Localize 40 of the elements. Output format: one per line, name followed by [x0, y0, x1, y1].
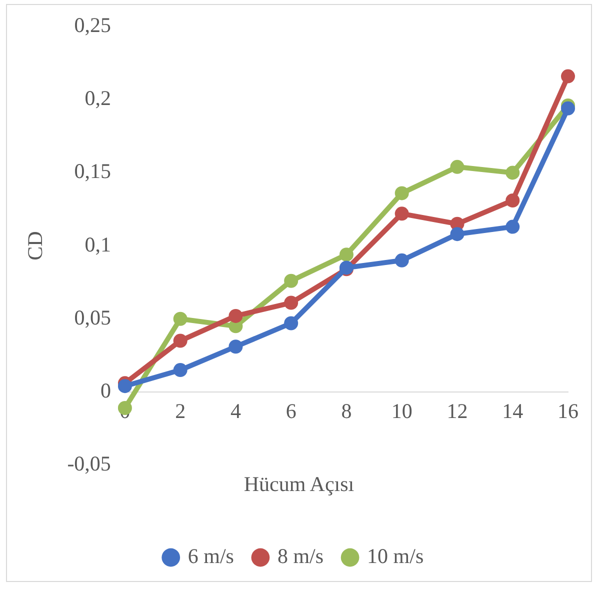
point [506, 194, 520, 208]
y-tick-label: -0,05 [67, 452, 111, 476]
y-tick-label: 0,25 [74, 13, 111, 38]
x-tick-label: 16 [558, 399, 578, 424]
point [450, 227, 464, 242]
point [284, 296, 298, 310]
point [173, 363, 188, 378]
y-tick-label: 0,2 [84, 86, 111, 110]
point [228, 340, 243, 354]
point [394, 206, 409, 221]
point [394, 186, 409, 200]
x-tick-label: 2 [175, 399, 186, 424]
legend-label: 8 m/s [277, 544, 324, 568]
legend-label: 6 m/s [188, 544, 234, 568]
point [450, 160, 464, 174]
legend-label: 10 m/s [367, 544, 424, 568]
point [506, 166, 520, 180]
y-axis-title: CD [23, 231, 48, 260]
point [173, 312, 188, 326]
point [394, 253, 409, 268]
y-tick-label: 0 [100, 378, 111, 402]
point [284, 274, 298, 288]
point [173, 334, 188, 348]
x-tick-label: 8 [341, 399, 352, 424]
point [228, 308, 243, 323]
y-tick-label: 0,1 [84, 232, 111, 256]
point [118, 379, 132, 394]
x-tick-label: 14 [502, 399, 524, 424]
point [339, 248, 354, 262]
x-tick-label: 4 [230, 399, 242, 424]
x-axis-title: Hücum Açısı [244, 472, 354, 496]
y-tick-label: 0,15 [74, 159, 111, 184]
x-tick-label: 10 [391, 399, 412, 424]
point [561, 101, 575, 116]
point [506, 220, 520, 234]
point [561, 69, 575, 84]
point [284, 316, 298, 330]
y-tick-label: 0,05 [74, 305, 111, 330]
x-tick-label: 6 [286, 399, 296, 424]
x-tick-label: 12 [446, 399, 468, 424]
